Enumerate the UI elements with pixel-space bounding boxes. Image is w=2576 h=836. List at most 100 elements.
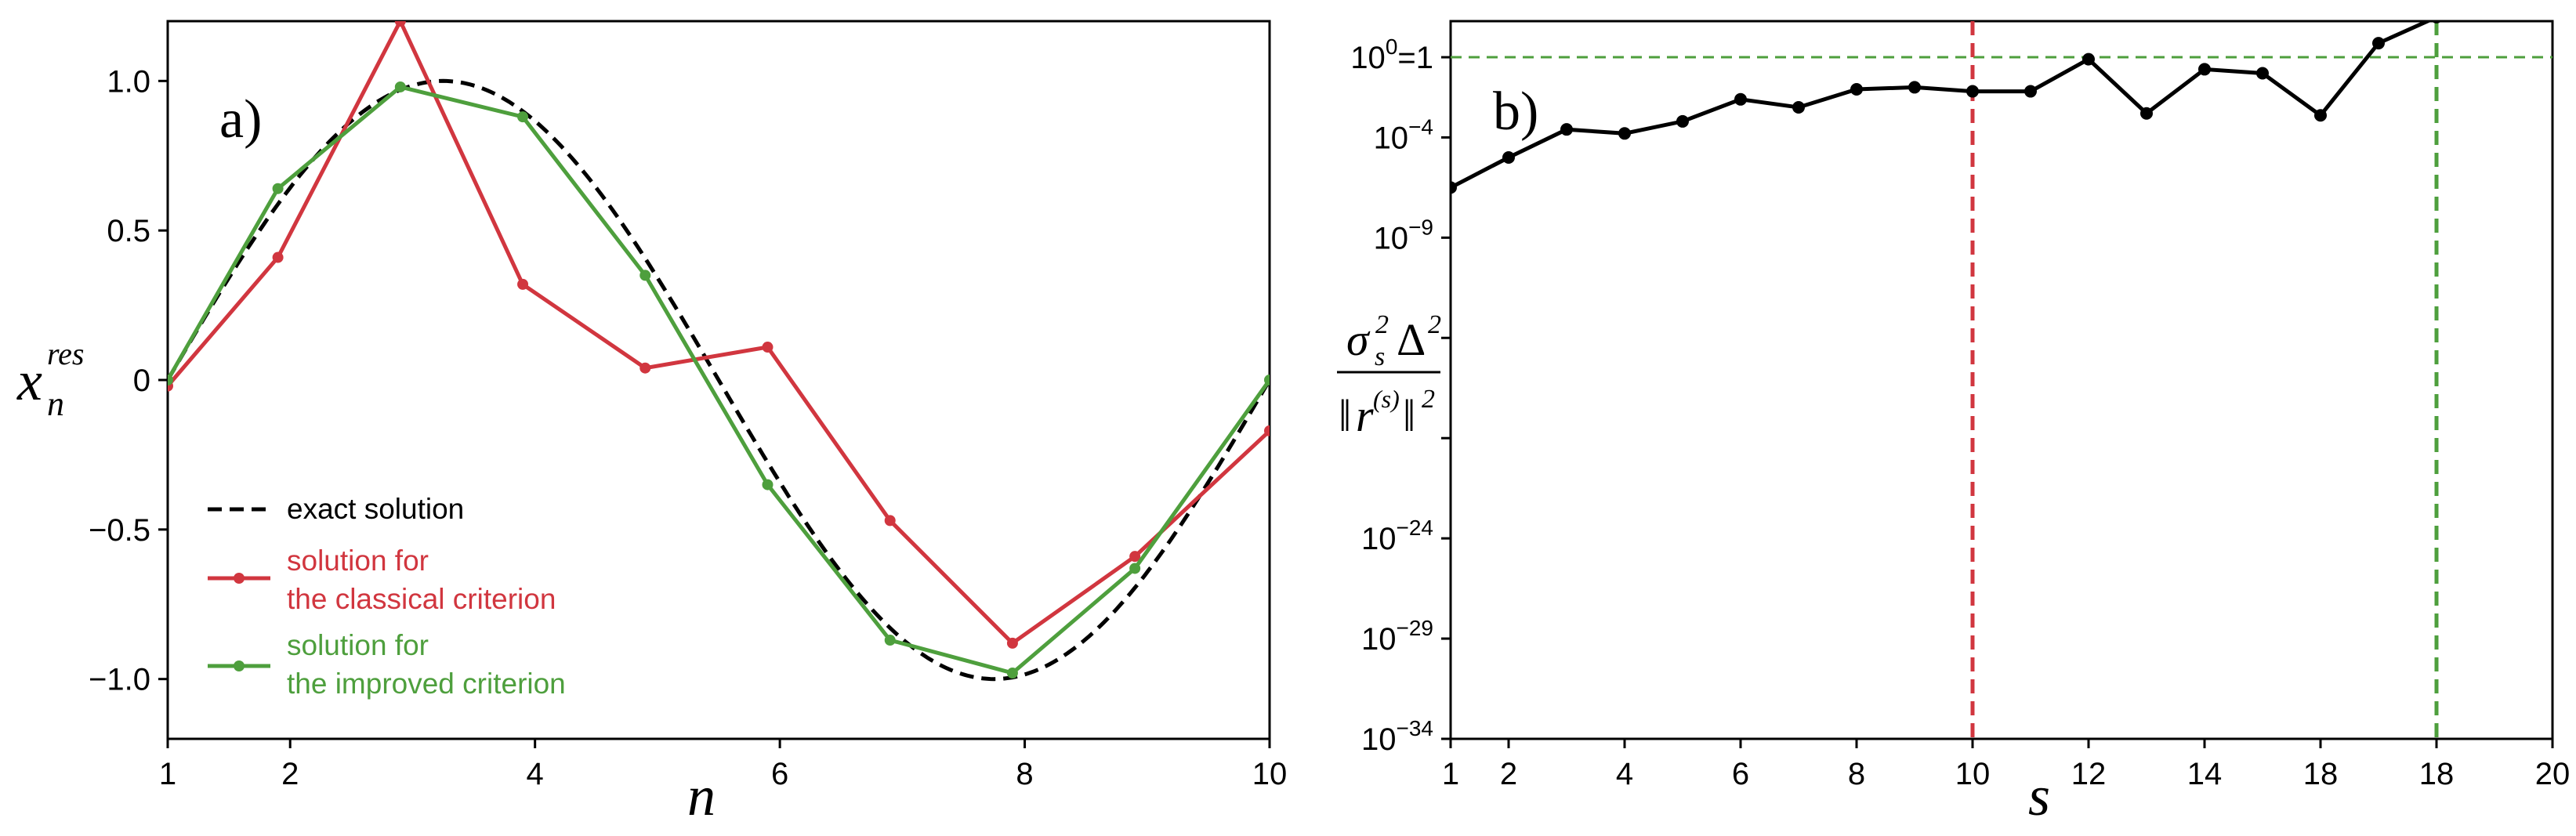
ratio-data-point: [2256, 67, 2269, 80]
panel-b-frame: [1449, 20, 2554, 740]
classical-data-point: [272, 252, 284, 263]
y-label-base: x: [16, 349, 42, 412]
y-tick-label: 100=1: [1350, 34, 1433, 75]
improved-data-point: [1264, 375, 1270, 385]
x-tick-label: 18: [2419, 757, 2455, 791]
ratio-series-line: [1451, 21, 2433, 190]
y-tick-label: 10−4: [1374, 114, 1433, 155]
ratio-data-point: [1560, 123, 1573, 136]
legend-improved-marker: [234, 660, 245, 671]
legend-classical-label-line2: the classical criterion: [287, 583, 556, 615]
y-label-denominator-norm-left: ‖: [1339, 390, 1351, 441]
ratio-data-point: [2198, 63, 2211, 76]
panel-a-y-axis-label: x res n: [16, 336, 84, 423]
x-tick-label: 20: [2535, 757, 2571, 791]
y-tick-label: −1.0: [89, 663, 150, 697]
improved-data-point: [272, 183, 284, 194]
ratio-data-point: [2314, 109, 2327, 122]
ratio-data-point: [1908, 81, 1921, 94]
improved-data-point: [884, 635, 896, 646]
panel-b-x-axis-label: s: [2028, 765, 2050, 827]
improved-data-point: [517, 111, 529, 123]
ratio-data-point: [1502, 150, 1515, 164]
x-tick-label: 1: [159, 757, 176, 791]
classical-data-point: [394, 21, 406, 27]
legend-improved-label-line2: the improved criterion: [287, 668, 566, 700]
ratio-data-point: [1850, 82, 1863, 96]
panel-a-chart: 1 2 4 6 8 10 1.0 0.5 0 −0.5 −1.0 a) n x res n exa…: [16, 20, 1287, 827]
improved-data-point: [1129, 563, 1141, 574]
y-tick-label: −0.5: [89, 513, 150, 548]
panel-b-x-ticks: 1 2 4 6 8 10 12 14 18 18 20: [1442, 739, 2570, 791]
y-label-subscript: n: [47, 385, 64, 423]
legend-improved-label-line1: solution for: [287, 629, 429, 661]
x-tick-label: 14: [2187, 757, 2223, 791]
ratio-data-point: [2372, 37, 2385, 50]
panel-a-legend: exact solution solution for the classica…: [208, 493, 566, 700]
panel-a-label: a): [219, 89, 262, 150]
classical-data-point: [1129, 551, 1141, 563]
ratio-data-point: [2140, 107, 2153, 120]
y-tick-label: 1.0: [107, 64, 150, 99]
ratio-data-point: [1451, 181, 1457, 194]
y-label-denominator-sup2: 2: [1422, 385, 1435, 414]
ratio-data-point: [1966, 85, 1979, 98]
x-tick-label: 4: [527, 757, 544, 791]
classical-data-point: [1264, 425, 1270, 436]
x-tick-label: 1: [1442, 757, 1459, 791]
ratio-data-point: [1618, 127, 1631, 140]
ratio-data-point: [2082, 52, 2095, 66]
y-label-numerator-sub: s: [1375, 342, 1385, 371]
x-tick-label: 12: [2071, 757, 2107, 791]
panel-b-y-ticks: 100=1 10−4 10−9 10−24 10−29 10−34: [1350, 34, 1451, 757]
x-tick-label: 4: [1616, 757, 1633, 791]
exact-solution-line: [168, 78, 1270, 682]
panel-b-chart: 1 2 4 6 8 10 12 14 18 18 20 100=110−410−910−2410−2…: [1337, 20, 2570, 827]
x-tick-label: 10: [1955, 757, 1991, 791]
legend-classical-marker: [234, 573, 245, 584]
ratio-series-points: [1451, 21, 2442, 194]
y-tick-label: 0: [133, 364, 150, 398]
x-tick-label: 8: [1016, 757, 1033, 791]
ratio-data-point: [1676, 114, 1689, 128]
ratio-data-point: [1792, 101, 1805, 114]
improved-data-point: [168, 375, 173, 385]
x-tick-label: 8: [1848, 757, 1865, 791]
panel-b-label: b): [1493, 81, 1538, 142]
y-label-numerator: σ: [1346, 314, 1371, 365]
panel-a-x-ticks: 1 2 4 6 8 10: [159, 739, 1287, 791]
y-label-denominator-r: r: [1356, 390, 1374, 441]
classical-data-point: [517, 278, 529, 290]
improved-data-point: [394, 81, 406, 92]
improved-data-point: [1006, 668, 1018, 679]
y-tick-label: 10−34: [1361, 716, 1433, 757]
panel-a-series: [168, 21, 1270, 679]
x-tick-label: 2: [1500, 757, 1517, 791]
panel-a-y-ticks: 1.0 0.5 0 −0.5 −1.0: [89, 64, 168, 697]
panel-b-reference-lines: [1451, 21, 2552, 739]
y-tick-label: 10−9: [1374, 215, 1433, 255]
x-tick-label: 2: [281, 757, 299, 791]
improved-data-point: [639, 270, 651, 281]
legend-exact-label: exact solution: [287, 493, 464, 525]
x-tick-label: 6: [771, 757, 788, 791]
improved-series-line: [168, 85, 1270, 675]
classical-data-point: [1006, 637, 1018, 649]
y-label-denominator-norm-right: ‖: [1403, 390, 1415, 441]
y-tick-label: 10−24: [1361, 516, 1433, 556]
legend-classical-label-line1: solution for: [287, 545, 429, 577]
panel-a-x-axis-label: n: [687, 765, 716, 827]
y-tick-label: 0.5: [107, 214, 150, 248]
x-tick-label: 10: [1252, 757, 1288, 791]
y-label-numerator-sup: 2: [1375, 310, 1389, 339]
y-label-superscript: res: [47, 336, 84, 371]
classical-data-point: [884, 515, 896, 527]
panel-b-y-axis-label: σ s 2 Δ 2 ‖ r (s) ‖ 2: [1337, 310, 1441, 441]
x-tick-label: 18: [2303, 757, 2339, 791]
x-tick-label: 6: [1732, 757, 1749, 791]
ratio-data-point: [2431, 21, 2442, 24]
classical-data-point: [762, 342, 774, 353]
y-label-numerator-delta: Δ: [1397, 314, 1426, 365]
y-label-denominator-sup: (s): [1373, 385, 1400, 413]
